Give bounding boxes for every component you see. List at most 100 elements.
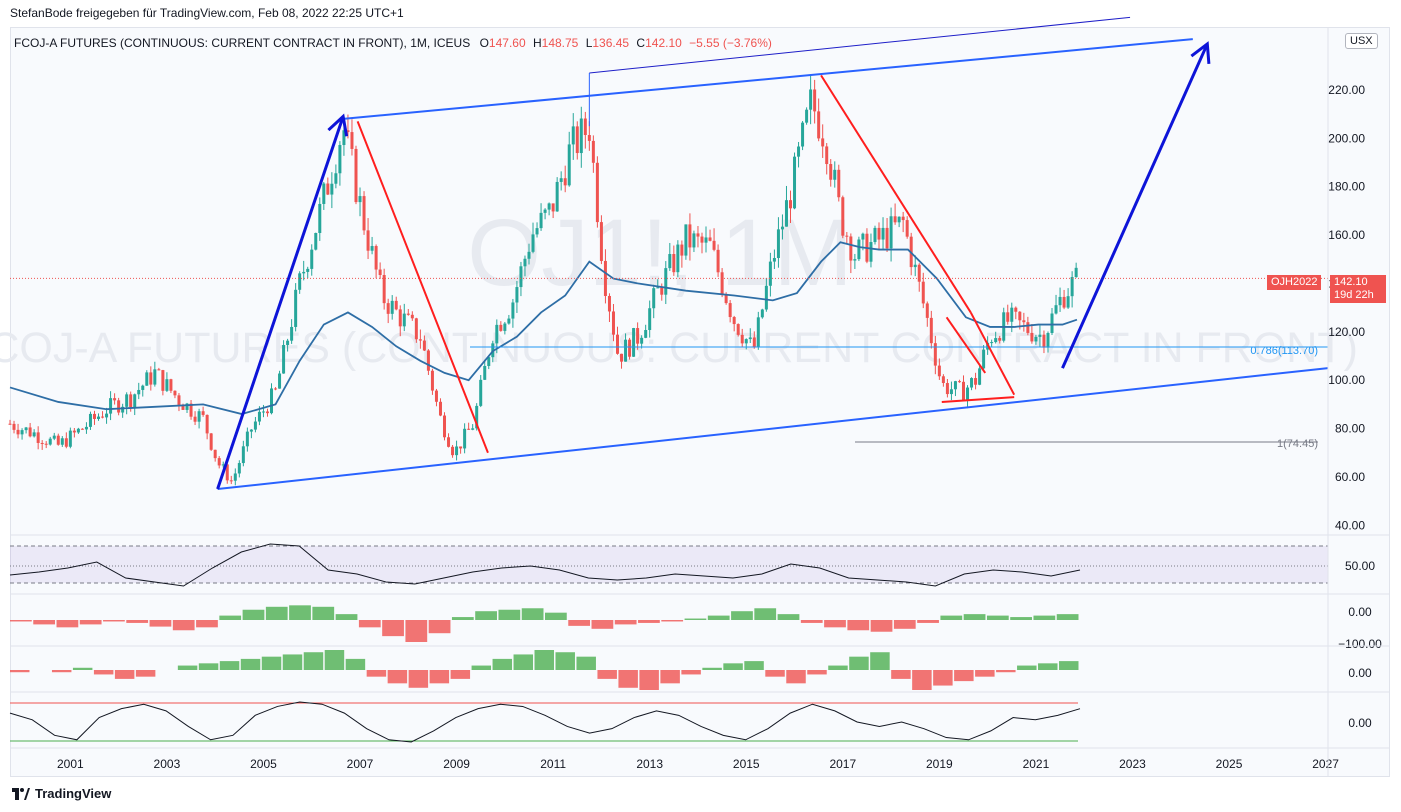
candle-body	[245, 431, 249, 447]
momentum-bar	[681, 670, 701, 675]
momentum-bar	[891, 670, 911, 679]
candle-body	[72, 430, 76, 433]
candle-body	[265, 411, 269, 414]
candle-body	[837, 169, 841, 198]
hist-bar	[824, 620, 846, 628]
candle-body	[945, 383, 949, 395]
momentum-bar	[177, 665, 198, 670]
momentum-bar	[1017, 665, 1037, 670]
candle-body	[648, 308, 652, 331]
candle-body	[1010, 307, 1014, 322]
candle-body	[374, 246, 378, 270]
hist-bar	[777, 614, 800, 620]
candle-body	[970, 378, 974, 388]
candle-body	[382, 275, 386, 304]
candle-body	[1074, 267, 1078, 278]
candle-body	[591, 140, 595, 163]
momentum-bar	[198, 663, 219, 670]
legend-open: 147.60	[488, 36, 526, 50]
candle-body	[712, 240, 716, 250]
hist-bar	[451, 617, 474, 620]
candle-body	[197, 411, 201, 422]
candle-body	[611, 311, 615, 335]
candle-body	[8, 423, 12, 425]
hist-bar	[917, 620, 939, 623]
symbol-badge: OJH2022	[1267, 275, 1322, 290]
candle-body	[567, 144, 571, 186]
candle-body	[511, 302, 515, 319]
candle-body	[957, 381, 961, 383]
candle-body	[595, 162, 599, 223]
hist-bar	[870, 620, 893, 632]
footer-brand[interactable]: TradingView	[12, 786, 111, 801]
candle-body	[716, 249, 720, 273]
currency-button[interactable]: USX	[1345, 33, 1378, 49]
candle-body	[784, 200, 788, 227]
candle-body	[346, 130, 350, 133]
candle-body	[563, 178, 567, 186]
candle-body	[925, 303, 929, 318]
candle-body	[438, 401, 442, 416]
watermark-ticker: OJ1!, 1M	[467, 200, 852, 306]
candle-body	[358, 196, 362, 203]
momentum-bar	[261, 656, 282, 670]
candle-body	[32, 432, 36, 437]
candle-body	[205, 414, 209, 434]
candle-body	[76, 428, 80, 433]
hist-bar	[684, 618, 707, 620]
time-tick-0: 2001	[57, 757, 84, 771]
candle-body	[913, 264, 917, 268]
candle-body	[1070, 277, 1074, 297]
osc-line	[9, 701, 1081, 743]
candle-body	[833, 169, 837, 180]
hist-bar	[289, 605, 311, 620]
candle-body	[929, 317, 933, 344]
momentum-bar	[408, 670, 429, 688]
hist-tick-0: 0.00	[1348, 605, 1372, 619]
candle-body	[366, 230, 370, 251]
candle-body	[386, 303, 390, 314]
candle-body	[905, 220, 909, 237]
candle-body	[290, 326, 294, 341]
candle-body	[736, 324, 740, 335]
candle-body	[571, 126, 575, 145]
momentum-bar	[912, 670, 932, 690]
candle-body	[471, 428, 475, 430]
momentum-bar	[1059, 661, 1079, 670]
candle-body	[503, 323, 507, 331]
channel-lower-line	[217, 367, 1329, 491]
candle-body	[278, 373, 282, 389]
momentum-bar	[51, 670, 72, 673]
hist-bar	[847, 620, 870, 631]
hist-bar	[358, 620, 381, 628]
candle-body	[237, 463, 241, 474]
time-tick-12: 2025	[1216, 757, 1243, 771]
candle-body	[1018, 311, 1022, 321]
candle-body	[901, 216, 905, 221]
candle-body	[241, 446, 245, 464]
candle-body	[487, 357, 491, 366]
footer-brand-text: TradingView	[35, 786, 112, 801]
momentum-bar	[513, 654, 534, 670]
hist-bar	[265, 606, 288, 620]
trend-arrow-1	[1061, 43, 1209, 369]
momentum-bar	[1038, 663, 1058, 670]
hist-bar	[731, 611, 753, 620]
time-tick-9: 2019	[926, 757, 953, 771]
candle-body	[1006, 312, 1010, 322]
momentum-bar	[387, 670, 408, 684]
momentum-bar	[576, 656, 596, 670]
candle-body	[1054, 305, 1058, 314]
hist-bar	[521, 608, 544, 620]
candle-body	[603, 260, 607, 296]
momentum-bar	[135, 670, 156, 677]
legend-high: 148.75	[541, 36, 579, 50]
candle-body	[756, 317, 760, 348]
candle-body	[48, 438, 52, 445]
candle-body	[141, 385, 145, 390]
candle-body	[459, 446, 463, 449]
hist-bar	[33, 620, 56, 625]
candle-body	[917, 264, 921, 282]
candle-body	[1046, 333, 1050, 348]
